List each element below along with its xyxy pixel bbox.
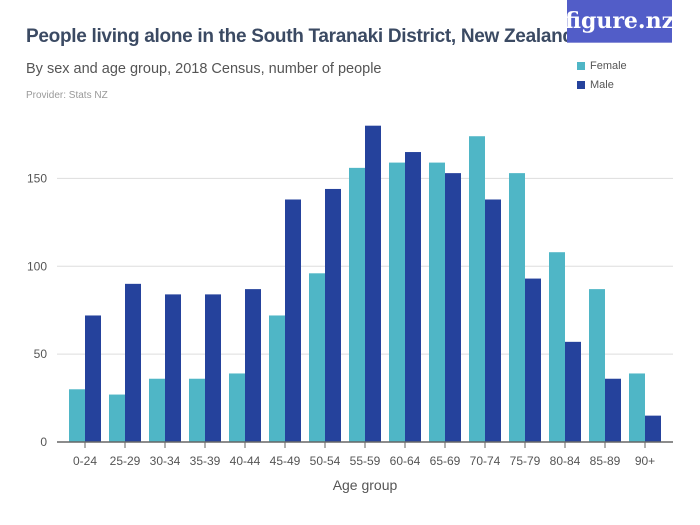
x-tick-label: 40-44	[230, 454, 261, 468]
bar-female	[229, 373, 245, 442]
bar-male	[405, 152, 421, 442]
chart-title: People living alone in the South Taranak…	[26, 26, 574, 47]
bar-female	[269, 315, 285, 442]
bar-male	[125, 283, 141, 442]
chart-subtitle: By sex and age group, 2018 Census, numbe…	[26, 61, 382, 77]
bar-female	[389, 162, 405, 442]
x-tick-label: 75-79	[510, 454, 541, 468]
bar-female	[509, 173, 525, 442]
bar-male	[165, 294, 181, 442]
bar-male	[365, 125, 381, 442]
x-tick-label: 70-74	[470, 454, 501, 468]
legend-swatch-female	[577, 61, 585, 70]
y-tick-label: 150	[27, 171, 47, 185]
bar-female	[69, 389, 85, 442]
bar-female	[549, 252, 565, 442]
x-tick-label: 25-29	[110, 454, 141, 468]
legend-item-female: Female	[577, 56, 627, 75]
x-tick-label: 80-84	[550, 454, 581, 468]
bar-female	[429, 162, 445, 442]
x-tick-label: 0-24	[73, 454, 97, 468]
x-tick-label: 90+	[635, 454, 655, 468]
legend: Female Male	[577, 56, 627, 94]
bar-female	[349, 167, 365, 442]
x-tick-label: 35-39	[190, 454, 221, 468]
x-tick-label: 45-49	[270, 454, 301, 468]
bar-male	[325, 188, 341, 442]
bar-male	[525, 278, 541, 442]
bar-male	[605, 378, 621, 442]
bar-female	[149, 378, 165, 442]
bar-female	[189, 378, 205, 442]
legend-label: Female	[590, 59, 627, 72]
bar-male	[85, 315, 101, 442]
x-tick-label: 60-64	[390, 454, 421, 468]
bar-male	[645, 415, 661, 442]
legend-label: Male	[590, 78, 614, 91]
bar-male	[565, 341, 581, 442]
bar-male	[485, 199, 501, 442]
x-tick-label: 50-54	[310, 454, 341, 468]
bar-female	[109, 394, 125, 442]
bar-female	[469, 136, 485, 442]
y-tick-label: 100	[27, 259, 47, 273]
bar-female	[629, 373, 645, 442]
legend-swatch-male	[577, 80, 585, 89]
bar-female	[589, 289, 605, 442]
legend-item-male: Male	[577, 75, 627, 94]
x-tick-label: 30-34	[150, 454, 181, 468]
y-tick-label: 50	[34, 347, 48, 361]
bar-male	[245, 289, 261, 442]
x-tick-label: 55-59	[350, 454, 381, 468]
bar-male	[205, 294, 221, 442]
y-tick-label: 0	[40, 435, 47, 449]
bar-male	[285, 199, 301, 442]
provider-label: Provider: Stats NZ	[26, 90, 108, 101]
x-tick-label: 85-89	[590, 454, 621, 468]
x-tick-label: 65-69	[430, 454, 461, 468]
bar-male	[445, 173, 461, 442]
x-axis-label: Age group	[333, 477, 398, 493]
bar-female	[309, 273, 325, 442]
figure-nz-logo[interactable]: figure.nz	[565, 0, 674, 43]
